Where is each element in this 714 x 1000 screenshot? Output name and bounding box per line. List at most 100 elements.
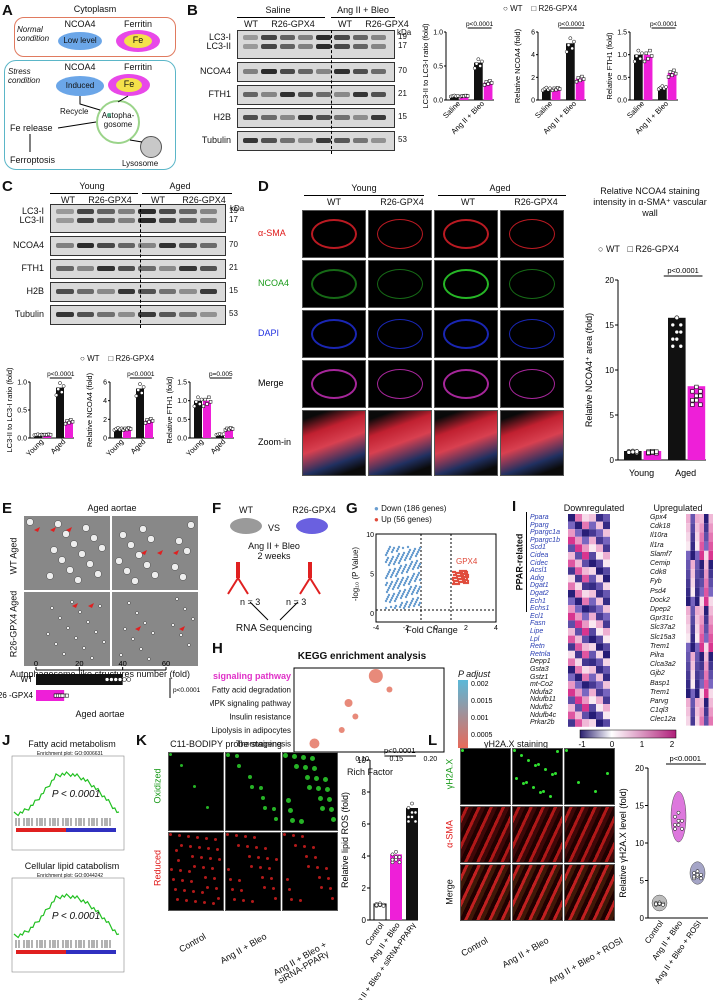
heatmap-cell [589,658,596,666]
blot-row-label: Tubulin [14,308,44,319]
heatmap-cell [575,704,582,712]
heatmap-cell [596,514,603,522]
fluorescent-spot [185,899,188,902]
blot-band [199,311,217,317]
fluorescent-spot [187,835,190,838]
gene-point-down [418,585,422,589]
blot-c-r26-1: R26-GPX4 [88,195,132,205]
p-value: p<0.0001 [47,371,75,378]
data-point [654,449,659,454]
fluorescent-spot [174,888,177,891]
x-tick-label: Ang II + Bleo + siRNA-PPARγ [350,921,418,1000]
data-point [678,343,684,349]
vesicle [127,541,135,549]
blot-band [261,44,277,49]
g-up-label: Up (56 genes) [381,515,432,524]
gene-point-down [391,548,395,552]
blot-kda: 21 [398,88,407,98]
d-row-label: Zoom-in [258,437,292,447]
y-tick-label: 4 [531,52,535,59]
heatmap-cell [690,596,695,606]
heatmap-cell [596,635,603,644]
heatmap-cell [704,670,709,680]
fluorescent-spot [238,879,241,882]
gene-point-down [411,574,415,578]
gene-point-up [463,580,467,584]
y-tick-label: 10 [366,532,374,539]
y-axis-label: LC3-II to LC3-I ratio (fold) [421,23,430,109]
heatmap-cell [708,670,713,680]
heatmap-cell [568,590,575,598]
heatmap-cell [708,642,713,652]
blot-b-r26-2: R26-GPX4 [365,19,409,29]
heatmap-cell [695,716,700,726]
fluorescence-image [225,752,281,831]
rank-bar-neg [66,828,116,832]
heatmap-cell [708,514,713,524]
vessel-ring [377,319,423,349]
fluorescent-spot [235,834,238,837]
gene-point-down [417,587,421,591]
data-point [690,389,695,394]
gene-point-down [397,552,401,556]
gene-point-up [454,579,458,583]
data-point [648,48,652,53]
fluorescent-spot [206,886,209,889]
heatmap-cell [686,578,691,588]
gene-label: Ppargc1a [530,529,560,537]
data-point [410,810,414,815]
data-point [674,329,680,335]
y-tick-label: 1.0 [177,398,187,405]
y-tick-label: 0 [103,436,107,443]
blot-band [158,265,176,271]
gene-point-down [409,585,413,589]
data-point [661,902,665,907]
data-point [54,393,59,398]
heatmap-cell [568,711,575,720]
vesicle [74,576,82,584]
gene-point-up [464,569,468,573]
bar [225,428,233,438]
arrowhead [179,626,185,631]
fluorescent-spot [259,866,262,869]
panel-k: K C11-BODIPY probe staining Oxidized Red… [134,730,424,1000]
panel-label-l: L [428,732,438,749]
panel-label-d: D [258,178,269,195]
heatmap-cell [582,559,589,568]
heatmap-cell [575,643,582,651]
fluorescent-spot [513,749,516,752]
blot-band [117,311,135,317]
f-r26: R26-GPX4 [292,505,336,515]
heatmap-cell [603,552,610,560]
bar [634,54,643,100]
fluorescent-spot [301,835,304,838]
rank-bar-neg [66,950,116,954]
y-tick-label: 2 [103,417,107,424]
vesicle [131,577,139,585]
fluorescence-image [512,748,563,805]
heatmap-cell [575,719,582,727]
heatmap-cell [582,529,589,537]
blot-band [297,35,313,40]
heatmap-cell [695,615,700,625]
y-axis-label: Relative NCOA4 (fold) [513,28,522,103]
fluorescent-spot [229,878,232,881]
blot-band [158,209,176,214]
blot-band [138,311,156,317]
heatmap-cell [582,552,589,560]
gene-label: Cdk8 [650,569,667,577]
y-tick-label: 1.0 [17,380,27,387]
gene-label: Ppara [530,514,549,521]
heatmap-cell [704,560,709,570]
blot-band [261,68,277,74]
panel-label-f: F [212,500,222,517]
data-point [486,82,490,86]
gene-point-down [395,549,399,553]
gene-point-down [408,564,412,568]
heatmap-cell [603,704,610,712]
data-point [574,80,579,84]
heatmap-cell [704,587,709,597]
fluorescence-image [564,806,615,863]
gene-label: Fasn [530,620,546,628]
data-point [673,814,677,819]
